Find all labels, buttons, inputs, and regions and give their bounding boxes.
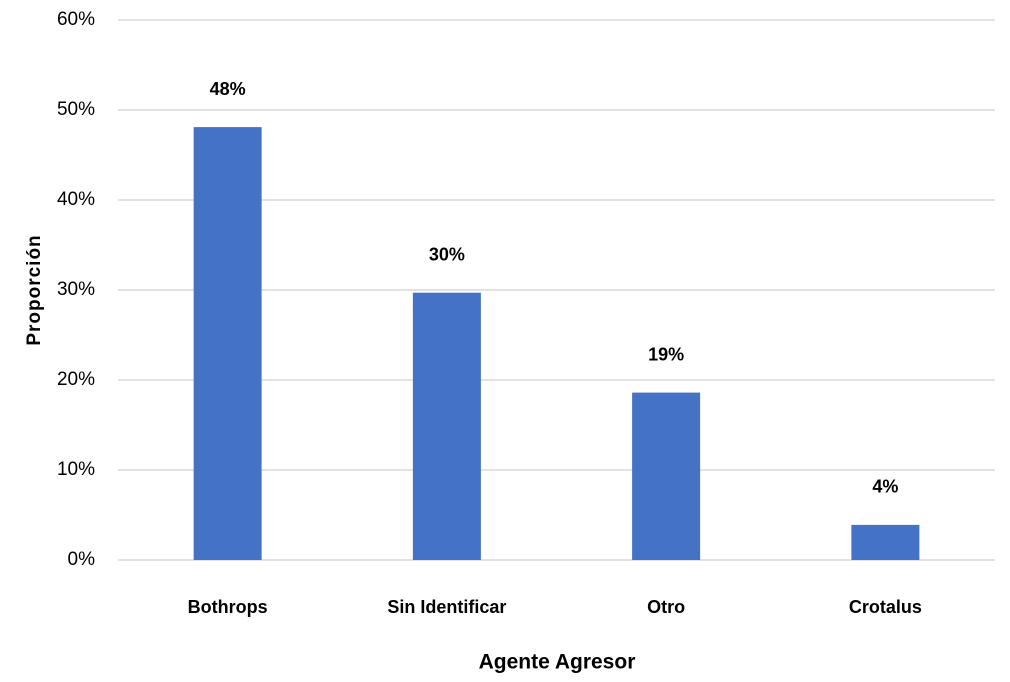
y-axis-title: Proporción	[24, 234, 45, 345]
bar	[193, 127, 262, 560]
y-tick-label: 40%	[57, 189, 95, 210]
bar	[412, 292, 481, 560]
y-tick-label: 10%	[57, 459, 95, 480]
x-tick-label: Bothrops	[188, 597, 268, 617]
value-label: 19%	[648, 344, 684, 364]
y-tick-label: 30%	[57, 279, 95, 300]
y-tick-label: 0%	[68, 549, 96, 570]
value-label: 30%	[429, 244, 465, 264]
y-tick-label: 20%	[57, 369, 95, 390]
x-tick-label: Sin Identificar	[387, 597, 506, 617]
value-label: 4%	[872, 477, 898, 497]
value-label: 48%	[210, 79, 246, 99]
y-tick-label: 60%	[57, 9, 95, 30]
y-tick-label: 50%	[57, 99, 95, 120]
bar	[851, 524, 920, 560]
x-tick-label: Crotalus	[849, 597, 922, 617]
x-tick-label: Otro	[647, 597, 685, 617]
x-axis-title: Agente Agresor	[479, 651, 636, 674]
bar	[632, 392, 701, 560]
